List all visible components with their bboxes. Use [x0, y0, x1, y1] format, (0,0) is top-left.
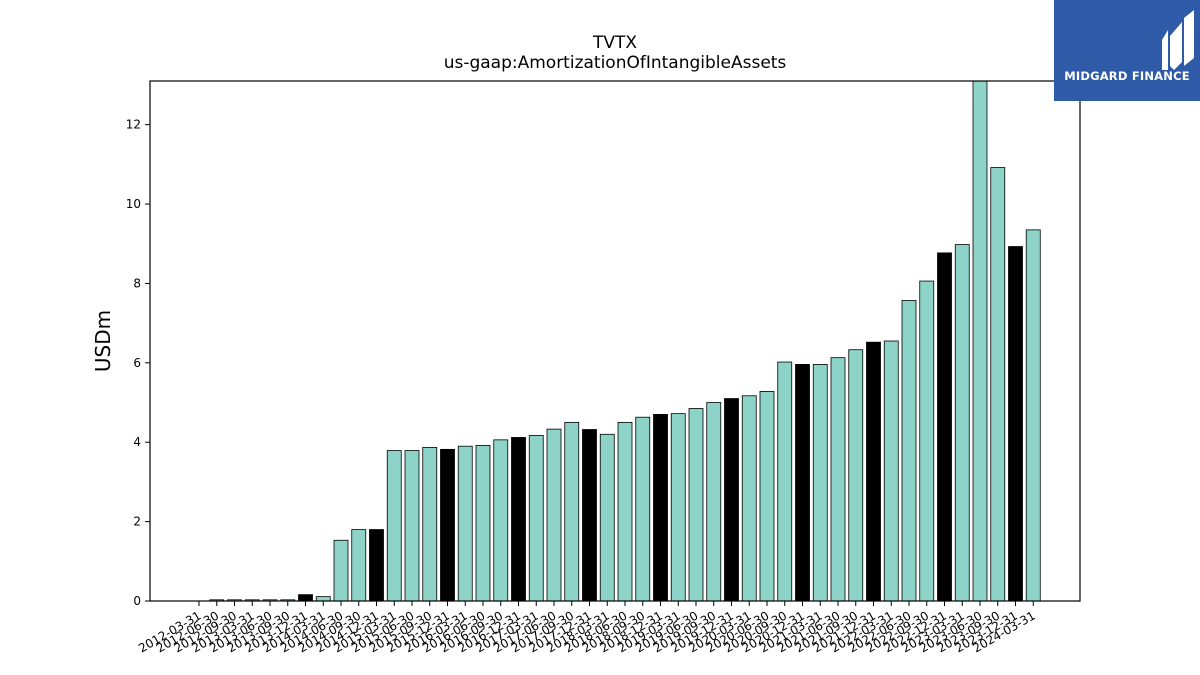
- bar-2019-03-31: [670, 413, 686, 602]
- bar-2019-12-31: [724, 398, 739, 602]
- y-tick-label: 4: [133, 435, 141, 449]
- bar-2017-12-31: [582, 429, 597, 602]
- bar-2024-03-31: [1025, 229, 1041, 602]
- y-axis-ticks: 0 2 4 6 8 10 12: [126, 118, 150, 608]
- bar-2016-12-31: [511, 437, 526, 602]
- bar-2020-09-30: [777, 361, 793, 602]
- bar-2022-06-30: [901, 300, 917, 602]
- bars-group: [209, 80, 1041, 602]
- bar-2023-06-30: [972, 80, 988, 602]
- bar-2022-12-31: [937, 252, 952, 602]
- plot-frame: [149, 80, 1081, 602]
- bar-2015-06-30: [404, 450, 420, 602]
- bar-2020-12-31: [795, 364, 810, 602]
- y-tick-label: 12: [126, 118, 141, 132]
- bar-2015-03-31: [386, 450, 402, 602]
- bar-2014-06-30: [333, 539, 349, 602]
- bar-2019-09-30: [706, 402, 722, 602]
- bar-2021-06-30: [830, 357, 846, 602]
- midgard-logo-icon: [1162, 10, 1194, 70]
- y-axis-label: USDm: [91, 310, 115, 372]
- bar-2023-03-31: [954, 244, 970, 602]
- bar-2014-03-31: [315, 596, 331, 602]
- bar-2016-03-31: [457, 445, 473, 602]
- bar-2018-06-30: [617, 421, 633, 602]
- bar-2016-06-30: [475, 444, 491, 602]
- chart-title: TVTX: [592, 33, 637, 53]
- bar-2013-12-31: [298, 594, 313, 602]
- y-tick-label: 2: [133, 515, 141, 529]
- brand-logo: MIDGARD FINANCE: [1054, 0, 1200, 101]
- bar-2022-09-30: [919, 280, 935, 602]
- bar-2021-09-30: [848, 349, 864, 602]
- bar-2016-09-30: [493, 439, 509, 602]
- bar-2022-03-31: [883, 340, 899, 602]
- y-tick-label: 6: [133, 356, 141, 370]
- bar-2020-03-31: [741, 395, 757, 602]
- bar-2014-09-30: [351, 529, 367, 602]
- bar-2020-06-30: [759, 391, 775, 602]
- bar-2014-12-31: [369, 529, 384, 602]
- bar-2021-03-31: [812, 364, 828, 602]
- bar-2015-09-30: [422, 446, 438, 602]
- y-tick-label: 10: [126, 197, 141, 211]
- x-axis-ticks: 2012-03-312012-06-302012-09-302013-03-31…: [136, 601, 1038, 655]
- bar-2019-06-30: [688, 408, 704, 602]
- bar-2021-12-31: [866, 341, 881, 602]
- bar-2023-12-31: [1008, 246, 1023, 602]
- bar-2015-12-31: [440, 448, 455, 602]
- bar-2017-03-31: [528, 435, 544, 602]
- brand-name: MIDGARD FINANCE: [1064, 69, 1190, 83]
- bar-2017-06-30: [546, 428, 562, 602]
- bar-2018-12-31: [653, 414, 668, 602]
- y-tick-label: 8: [133, 276, 141, 290]
- bar-2023-09-30: [990, 167, 1006, 602]
- bar-2018-03-31: [599, 433, 615, 602]
- bar-2018-09-30: [635, 416, 651, 602]
- bar-2017-09-30: [564, 421, 580, 602]
- chart-subtitle: us-gaap:AmortizationOfIntangibleAssets: [444, 53, 787, 73]
- y-tick-label: 0: [133, 594, 141, 608]
